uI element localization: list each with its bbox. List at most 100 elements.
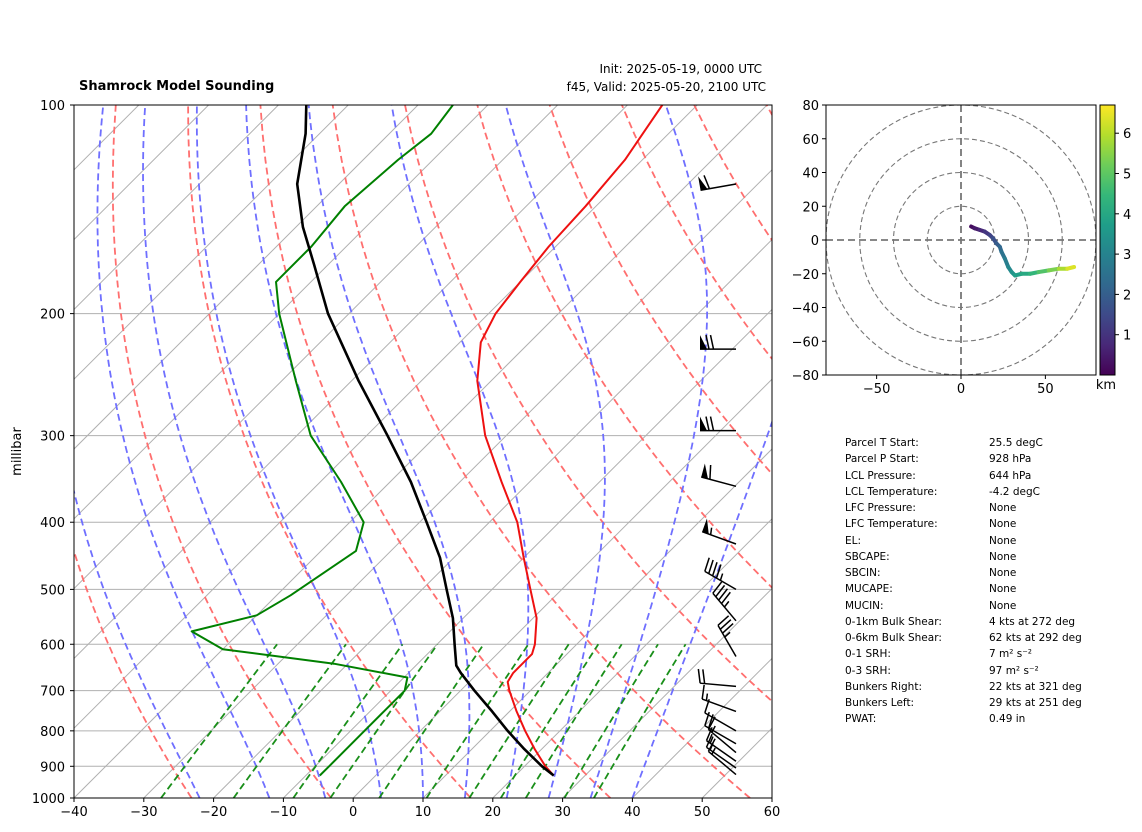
param-label: 0-1 SRH: — [845, 648, 891, 661]
x-tick-label: 40 — [624, 805, 641, 820]
param-label: Parcel T Start: — [845, 437, 919, 449]
moist-adiabat — [390, 105, 530, 798]
isotherm-line — [74, 105, 628, 660]
wind-barb — [704, 711, 737, 745]
colorbar-tick-label: 1 — [1123, 329, 1131, 344]
wind-barb — [701, 518, 737, 545]
y-tick-label: 800 — [40, 725, 65, 740]
param-label: 0-1km Bulk Shear: — [845, 615, 942, 628]
param-value: None — [989, 550, 1017, 563]
colorbar-tick-label: 3 — [1123, 248, 1131, 263]
param-row: Parcel T Start: 25.5 degC — [845, 437, 1135, 453]
wind-barb — [698, 175, 737, 191]
param-value: None — [989, 567, 1017, 579]
wind-barb — [700, 334, 736, 350]
y-tick-label: 900 — [40, 760, 65, 775]
param-label: LCL Temperature: — [845, 485, 938, 498]
param-label: LFC Pressure: — [845, 502, 916, 514]
hodograph-x-tick-label: −50 — [863, 382, 890, 397]
wind-barb — [705, 727, 737, 762]
param-value: None — [989, 518, 1017, 531]
y-axis-label: millibar — [10, 427, 25, 476]
param-row: Bunkers Right: 22 kts at 321 deg — [845, 681, 1135, 697]
valid-time: f45, Valid: 2025-05-20, 2100 UTC — [566, 80, 766, 94]
param-label: Parcel P Start: — [845, 453, 919, 466]
param-value: None — [989, 599, 1017, 612]
sounding-parameters: Parcel T Start: 25.5 degC Parcel P Start: 9… — [845, 437, 1135, 730]
param-label: PWAT: — [845, 713, 877, 726]
param-row: MUCIN: None — [845, 600, 1135, 616]
param-row: SBCAPE: None — [845, 551, 1135, 567]
hodograph-x-tick-label: 0 — [957, 382, 965, 397]
wind-barb — [701, 684, 737, 713]
mixing-ratio-line — [468, 643, 570, 798]
param-value: -4.2 degC — [989, 485, 1040, 498]
param-value: 62 kts at 292 deg — [989, 632, 1082, 644]
colorbar-tick-label: 5 — [1123, 168, 1131, 183]
isotherm-line — [283, 308, 772, 798]
y-tick-label: 200 — [40, 308, 65, 323]
param-value: 25.5 degC — [989, 437, 1043, 449]
moist-adiabat — [195, 105, 382, 798]
moist-adiabat — [307, 105, 471, 798]
hodograph-plot-area — [826, 105, 1096, 375]
mixing-ratio-line — [500, 643, 600, 798]
mixing-ratio-line — [232, 643, 347, 798]
param-label: MUCAPE: — [845, 583, 893, 596]
isotherm-line — [492, 518, 772, 798]
mixing-ratio-line — [525, 643, 623, 798]
colorbar-tick-label: 4 — [1123, 208, 1131, 223]
param-row: Parcel P Start: 928 hPa — [845, 453, 1135, 469]
isotherm-line — [74, 105, 209, 241]
init-time: Init: 2025-05-19, 0000 UTC — [599, 62, 762, 76]
skew-t-plot-area — [74, 105, 772, 798]
param-row: SBCIN: None — [845, 567, 1135, 583]
hodograph-y-tick-label: −40 — [792, 302, 819, 317]
x-tick-label: −10 — [270, 805, 297, 820]
hodograph-y-tick-label: 40 — [802, 167, 819, 182]
moist-adiabat — [589, 105, 708, 798]
mixing-ratio-line — [563, 643, 659, 798]
param-value: 0.49 in — [989, 713, 1026, 726]
param-row: PWAT: 0.49 in — [845, 713, 1135, 729]
wind-barb — [717, 615, 737, 657]
wind-barb — [701, 463, 737, 488]
isotherm-line — [74, 105, 279, 311]
mixing-ratio-line — [160, 643, 278, 798]
isotherm-line — [74, 105, 558, 590]
y-tick-label: 500 — [40, 583, 65, 598]
colorbar-tick-label: 2 — [1123, 288, 1131, 303]
colorbar-label: km — [1096, 378, 1116, 393]
param-value: 22 kts at 321 deg — [989, 680, 1082, 693]
moist-adiabat — [96, 105, 271, 798]
param-label: EL: — [845, 534, 862, 547]
dry-adiabat — [74, 548, 193, 798]
y-tick-label: 700 — [40, 685, 65, 700]
dry-adiabat — [111, 105, 332, 798]
isotherm-line — [632, 657, 772, 798]
parcel-profile — [295, 105, 555, 777]
isotherm-line — [74, 105, 768, 798]
wind-barb — [712, 581, 737, 622]
colorbar-tick-label: 6 — [1123, 127, 1131, 142]
param-value: 7 m² s⁻² — [989, 648, 1033, 661]
moist-adiabat — [142, 105, 327, 798]
param-label: Bunkers Left: — [845, 697, 915, 709]
chart-title: Shamrock Model Sounding — [79, 79, 275, 94]
param-label: LCL Pressure: — [845, 469, 916, 482]
param-row: Bunkers Left: 29 kts at 251 deg — [845, 697, 1135, 713]
y-tick-label: 300 — [40, 430, 65, 445]
x-tick-label: 10 — [415, 805, 432, 820]
wind-barb — [704, 698, 737, 732]
param-value: None — [989, 502, 1017, 514]
isotherm-line — [74, 105, 349, 380]
x-tick-label: 30 — [554, 805, 571, 820]
hodograph-y-tick-label: −20 — [792, 268, 819, 283]
param-row: 0-1 SRH: 7 m² s⁻² — [845, 648, 1135, 664]
mixing-ratio-line — [292, 643, 404, 798]
param-row: LFC Temperature: None — [845, 518, 1135, 534]
isotherm-line — [422, 448, 772, 798]
param-row: 0-1km Bulk Shear: 4 kts at 272 deg — [845, 616, 1135, 632]
wind-barb — [704, 557, 737, 591]
